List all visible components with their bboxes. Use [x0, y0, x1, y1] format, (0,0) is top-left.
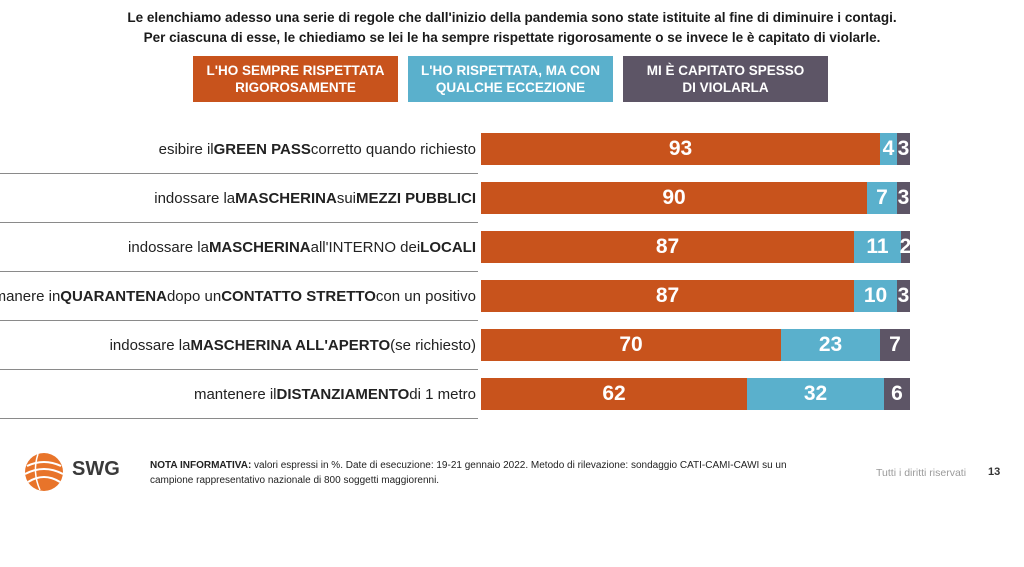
row-separator: [0, 222, 478, 223]
bar-often-1: [897, 182, 910, 214]
row-separator: [0, 271, 478, 272]
data-label-always-4: 70: [619, 333, 643, 356]
row-label-segment: esibire il: [158, 140, 214, 158]
bar-exception-0: [880, 133, 897, 165]
row-label-segment: MASCHERINA: [235, 189, 337, 207]
row-label-3: rimanere in QUARANTENA dopo un CONTATTO …: [0, 280, 476, 312]
data-label-often-5: 6: [891, 382, 903, 405]
bar-exception-3: [854, 280, 897, 312]
row-label-5: mantenere il DISTANZIAMENTO di 1 metro: [194, 378, 476, 410]
data-label-always-5: 62: [602, 382, 626, 405]
bar-always-4: [481, 329, 781, 361]
legend-often-line1: MI È CAPITATO SPESSO: [646, 63, 805, 78]
row-label-segment: QUARANTENA: [60, 287, 167, 305]
bar-exception-4: [781, 329, 880, 361]
bar-exception-2: [854, 231, 901, 263]
row-label-segment: all'INTERNO dei: [310, 238, 421, 256]
row-separator: [0, 320, 478, 321]
data-label-often-2: 2: [899, 235, 912, 258]
row-label-segment: indossare la: [128, 238, 209, 256]
title-line-2: Per ciascuna di esse, le chiediamo se le…: [143, 30, 881, 45]
legend-often-line2: DI VIOLARLA: [682, 80, 769, 95]
bar-exception-1: [867, 182, 897, 214]
row-label-2: indossare la MASCHERINA all'INTERNO dei …: [128, 231, 476, 263]
swg-logo-icon: [24, 453, 64, 491]
row-label-segment: MEZZI PUBBLICI: [356, 189, 476, 207]
data-label-exception-4: 23: [818, 333, 843, 356]
bar-often-5: [884, 378, 910, 410]
bar-exception-5: [747, 378, 884, 410]
chart-title: Le elenchiamo adesso una serie di regole…: [0, 8, 1024, 48]
row-label-segment: corretto quando richiesto: [310, 140, 476, 158]
data-label-always-3: 87: [655, 284, 680, 307]
bar-always-0: [481, 133, 880, 165]
row-label-segment: GREEN PASS: [213, 140, 311, 158]
brand-name: SWG: [72, 458, 120, 480]
row-label-4: indossare la MASCHERINA ALL'APERTO (se r…: [110, 329, 476, 361]
row-label-segment: DISTANZIAMENTO: [276, 385, 410, 403]
row-label-0: esibire il GREEN PASS corretto quando ri…: [159, 133, 476, 165]
row-label-segment: MASCHERINA: [208, 238, 311, 256]
legend-always-line2: RIGOROSAMENTE: [235, 80, 356, 95]
row-label-segment: MASCHERINA ALL'APERTO: [190, 336, 391, 354]
row-label-segment: sui: [336, 189, 356, 207]
data-label-exception-1: 7: [876, 186, 888, 209]
legend-exception: L'HO RISPETTATA, MA CON QUALCHE ECCEZION…: [408, 56, 613, 102]
row-label-segment: con un positivo: [375, 287, 476, 305]
row-label-segment: dopo un: [166, 287, 222, 305]
row-label-segment: CONTATTO STRETTO: [221, 287, 376, 305]
footnote: NOTA INFORMATIVA: valori espressi in %. …: [150, 458, 800, 488]
row-label-segment: (se richiesto): [390, 336, 476, 354]
bar-always-1: [481, 182, 867, 214]
row-label-1: indossare la MASCHERINA sui MEZZI PUBBLI…: [154, 182, 476, 214]
legend-often: MI È CAPITATO SPESSO DI VIOLARLA: [623, 56, 828, 102]
legend-always: L'HO SEMPRE RISPETTATA RIGOROSAMENTE: [193, 56, 398, 102]
data-label-exception-5: 32: [803, 382, 828, 405]
footnote-text: valori espressi in %. Date di esecuzione…: [150, 460, 787, 486]
bar-often-0: [897, 133, 910, 165]
rights-text: Tutti i diritti riservati: [876, 467, 967, 479]
bar-always-2: [481, 231, 854, 263]
bar-always-5: [481, 378, 747, 410]
row-label-segment: indossare la: [154, 189, 236, 207]
data-label-exception-0: 4: [882, 137, 895, 160]
row-label-segment: indossare la: [109, 336, 191, 354]
title-line-1: Le elenchiamo adesso una serie di regole…: [127, 10, 897, 25]
legend-always-line1: L'HO SEMPRE RISPETTATA: [206, 63, 385, 78]
bar-often-2: [901, 231, 910, 263]
data-label-always-2: 87: [655, 235, 680, 258]
row-label-segment: LOCALI: [420, 238, 476, 256]
row-separator: [0, 369, 478, 370]
data-label-exception-2: 11: [866, 235, 889, 258]
data-label-often-0: 3: [897, 137, 910, 160]
row-label-segment: rimanere in: [0, 287, 61, 305]
row-label-segment: di 1 metro: [409, 385, 476, 403]
data-label-always-1: 90: [662, 186, 686, 209]
row-label-segment: mantenere il: [193, 385, 277, 403]
data-label-always-0: 93: [668, 137, 693, 160]
data-label-often-1: 3: [897, 186, 910, 209]
data-label-exception-3: 10: [863, 284, 888, 307]
bar-always-3: [481, 280, 854, 312]
row-separator: [0, 418, 478, 419]
data-label-often-4: 7: [889, 333, 901, 356]
legend-exception-line1: L'HO RISPETTATA, MA CON: [421, 63, 600, 78]
page-number: 13: [988, 466, 1001, 478]
footnote-label: NOTA INFORMATIVA:: [150, 460, 252, 471]
row-separator: [0, 173, 478, 174]
legend-exception-line2: QUALCHE ECCEZIONE: [435, 80, 586, 95]
bar-often-3: [897, 280, 910, 312]
data-label-often-3: 3: [897, 284, 910, 307]
bar-often-4: [880, 329, 910, 361]
